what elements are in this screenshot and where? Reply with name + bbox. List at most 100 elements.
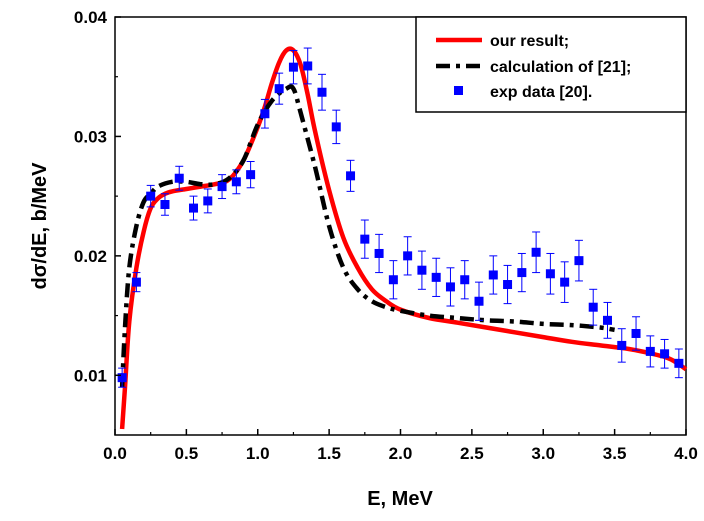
data-point xyxy=(288,49,298,85)
x-tick-label: 0.5 xyxy=(175,444,199,463)
exp-data-marker xyxy=(146,191,156,201)
data-point xyxy=(417,250,427,290)
data-point xyxy=(374,233,384,274)
y-axis-title: dσ/dE, b/MeV xyxy=(29,162,51,290)
data-point xyxy=(189,195,199,221)
data-point xyxy=(617,328,627,363)
x-tick-label: 2.5 xyxy=(460,444,484,463)
data-point xyxy=(660,338,670,369)
exp-data-marker xyxy=(645,346,655,356)
exp-data-marker xyxy=(460,275,470,285)
x-tick-label: 4.0 xyxy=(674,444,698,463)
legend-label-our-result: our result; xyxy=(490,33,569,50)
data-point xyxy=(503,264,513,305)
data-point xyxy=(331,109,341,145)
data-point xyxy=(160,193,170,216)
exp-data-marker xyxy=(317,87,327,97)
y-tick-label: 0.03 xyxy=(74,127,107,146)
exp-data-marker xyxy=(431,272,441,282)
x-tick-label: 3.0 xyxy=(531,444,555,463)
y-tick-label: 0.04 xyxy=(74,8,108,27)
exp-data-marker xyxy=(117,373,127,383)
exp-data-marker xyxy=(231,177,241,187)
exp-data-marker xyxy=(374,248,384,258)
axes-layer: 0.0 0.5 1.0 1.5 2.0 2.5 3.0 3.5 4.0 0.01 0.02 0.03 0… xyxy=(74,8,698,463)
legend-marker-exp-data xyxy=(454,86,463,95)
exp-data-marker xyxy=(131,277,141,287)
data-point xyxy=(246,161,256,189)
series-line-our-result xyxy=(119,46,688,430)
exp-data-marker xyxy=(602,315,612,325)
exp-data-marker xyxy=(631,328,641,338)
data-point xyxy=(388,260,398,300)
x-axis-title: E, MeV xyxy=(367,488,433,510)
data-point xyxy=(431,257,441,297)
exp-data-marker xyxy=(674,358,684,368)
legend-box xyxy=(415,16,687,113)
exp-data-marker xyxy=(545,269,555,279)
data-point xyxy=(560,261,570,303)
exp-data-marker xyxy=(160,200,170,210)
x-tick-label: 1.0 xyxy=(246,444,270,463)
data-point xyxy=(574,239,584,282)
data-point xyxy=(146,184,156,208)
series-layer xyxy=(117,46,688,430)
x-tick-label: 3.5 xyxy=(603,444,627,463)
data-point xyxy=(317,73,327,111)
y-tick-label: 0.02 xyxy=(74,247,107,266)
exp-data-marker xyxy=(403,251,413,261)
data-point xyxy=(631,316,641,351)
exp-data-marker xyxy=(531,247,541,257)
y-tick-label: 0.01 xyxy=(74,366,107,385)
exp-data-marker xyxy=(274,84,284,94)
x-tick-label: 0.0 xyxy=(103,444,127,463)
exp-data-marker xyxy=(417,265,427,275)
data-point xyxy=(346,159,356,192)
legend-label-calculation: calculation of [21]; xyxy=(490,59,631,76)
exp-data-marker xyxy=(503,280,513,290)
exp-data-marker xyxy=(588,302,598,312)
data-point xyxy=(674,348,684,379)
data-point xyxy=(474,281,484,321)
exp-data-marker xyxy=(488,270,498,280)
data-point xyxy=(531,231,541,274)
data-point xyxy=(445,267,455,307)
data-point xyxy=(117,367,127,388)
data-point xyxy=(602,301,612,339)
exp-data-marker xyxy=(560,277,570,287)
exp-data-marker xyxy=(346,171,356,181)
data-point xyxy=(274,72,284,105)
exp-data-marker xyxy=(217,182,227,192)
exp-data-marker xyxy=(360,234,370,244)
x-tick-label: 1.5 xyxy=(317,444,341,463)
exp-data-marker xyxy=(189,203,199,213)
data-point xyxy=(217,174,227,200)
data-point xyxy=(460,260,470,300)
data-point xyxy=(588,288,598,326)
exp-data-marker xyxy=(617,340,627,350)
exp-data-marker xyxy=(388,275,398,285)
exp-data-marker xyxy=(331,122,341,132)
data-point xyxy=(488,255,498,295)
exp-data-marker xyxy=(303,61,313,71)
data-point xyxy=(545,252,555,295)
exp-data-marker xyxy=(203,196,213,206)
exp-data-marker xyxy=(246,170,256,180)
data-point xyxy=(203,188,213,214)
data-point xyxy=(360,219,370,259)
legend: our result; calculation of [21]; exp dat… xyxy=(415,16,687,113)
series-line-calculation xyxy=(119,84,615,388)
legend-label-exp-data: exp data [20]. xyxy=(490,84,592,101)
x-tick-label: 2.0 xyxy=(389,444,413,463)
exp-data-marker xyxy=(660,349,670,359)
data-point xyxy=(231,169,241,195)
data-point xyxy=(131,272,141,293)
exp-data-marker xyxy=(574,256,584,266)
data-point xyxy=(645,335,655,368)
data-point xyxy=(174,165,184,191)
exp-data-marker xyxy=(174,173,184,183)
data-point xyxy=(260,98,270,129)
data-point xyxy=(303,47,313,85)
data-point xyxy=(403,236,413,276)
